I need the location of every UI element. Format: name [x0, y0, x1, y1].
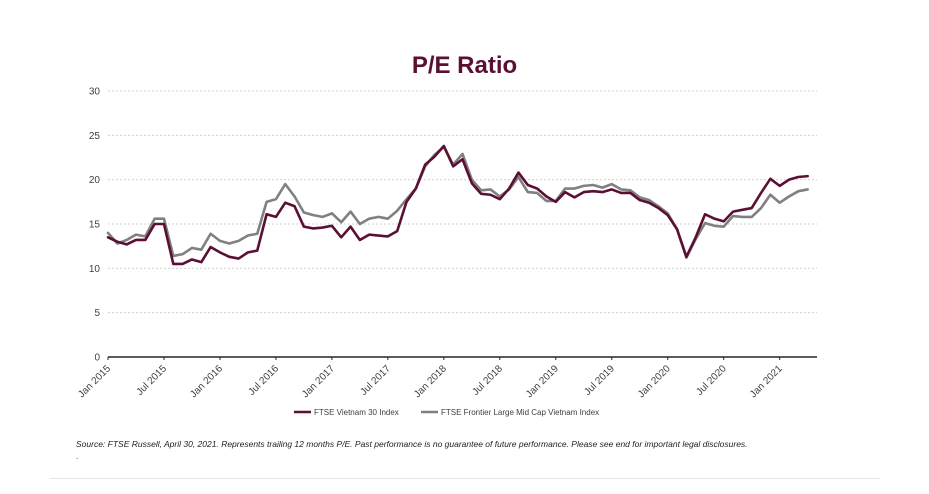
- x-tick-label: Jan 2018: [412, 363, 449, 400]
- x-tick-label: Jul 2015: [135, 363, 170, 398]
- axes: 0 5 10 15 20 25 30 Jan 2015 Jul 2015 Jan 2016 Jul …: [76, 87, 817, 400]
- source-note: Source: FTSE Russell, April 30, 2021. Re…: [76, 439, 748, 449]
- x-tick-label: Jul 2017: [358, 363, 393, 398]
- y-tick-label: 30: [89, 87, 101, 98]
- x-tick-label: Jul 2016: [247, 363, 282, 398]
- y-tick-label: 5: [94, 308, 100, 319]
- legend: FTSE Vietnam 30 Index FTSE Frontier Large…: [294, 408, 599, 417]
- legend-label-1: FTSE Frontier Large Mid Cap Vietnam Inde…: [441, 408, 599, 417]
- x-tick-label: Jan 2020: [636, 363, 673, 400]
- gridlines: [108, 90, 817, 314]
- x-tick-label: Jan 2015: [76, 363, 113, 400]
- y-tick-label: 0: [94, 353, 100, 364]
- x-tick-label: Jul 2019: [582, 363, 617, 398]
- x-tick-label: Jan 2017: [300, 363, 337, 400]
- series-line-0: [106, 144, 809, 266]
- y-tick-label: 20: [89, 175, 101, 186]
- x-tick-label: Jul 2018: [470, 363, 505, 398]
- footer-divider: [50, 478, 880, 479]
- series-lines: [106, 144, 809, 266]
- y-tick-label: 10: [89, 264, 101, 275]
- y-tick-label: 15: [89, 220, 101, 231]
- x-tick-label: Jan 2019: [524, 363, 561, 400]
- chart-title: P/E Ratio: [411, 52, 518, 79]
- x-tick-label: Jan 2016: [188, 363, 225, 400]
- footnote-dot: .: [76, 452, 79, 461]
- legend-label-0: FTSE Vietnam 30 Index: [314, 408, 399, 417]
- x-tick-label: Jan 2021: [748, 363, 785, 400]
- x-tick-label: Jul 2020: [694, 363, 729, 398]
- y-tick-label: 25: [89, 131, 101, 142]
